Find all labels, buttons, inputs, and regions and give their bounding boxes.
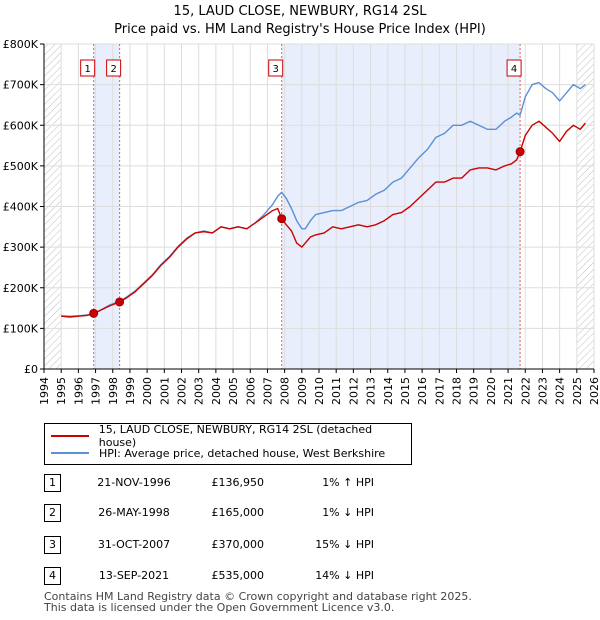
x-tick-label: 2004 xyxy=(210,377,223,405)
transaction-hpi: 1% ↓ HPI xyxy=(322,506,374,519)
y-tick-label: £0 xyxy=(24,363,38,376)
transaction-hpi: 15% ↓ HPI xyxy=(315,538,374,551)
y-tick-label: £700K xyxy=(3,79,39,92)
chart-title: 15, LAUD CLOSE, NEWBURY, RG14 2SL xyxy=(173,4,427,19)
x-tick-label: 1998 xyxy=(107,377,120,405)
table-row: 2 26-MAY-1998 £165,000 1% ↓ HPI xyxy=(44,504,444,522)
legend: 15, LAUD CLOSE, NEWBURY, RG14 2SL (detac… xyxy=(44,423,412,465)
x-tick-label: 2006 xyxy=(244,377,257,405)
x-tick-label: 2011 xyxy=(330,377,343,405)
x-tick-label: 2020 xyxy=(485,377,498,405)
table-row: 4 13-SEP-2021 £535,000 14% ↓ HPI xyxy=(44,567,444,585)
x-tick-label: 2025 xyxy=(571,377,584,405)
sale-label-text: 2 xyxy=(110,64,116,75)
x-tick-label: 2008 xyxy=(279,377,292,405)
x-tick-label: 2017 xyxy=(433,377,446,405)
sale-label-text: 3 xyxy=(273,64,279,75)
y-tick-label: £200K xyxy=(3,282,39,295)
x-tick-label: 2019 xyxy=(468,377,481,405)
y-tick-label: £600K xyxy=(3,119,39,132)
y-tick-label: £300K xyxy=(3,241,39,254)
footer-line-1: Contains HM Land Registry data © Crown c… xyxy=(44,590,472,603)
x-tick-label: 2001 xyxy=(158,377,171,405)
transaction-number: 2 xyxy=(44,504,61,522)
sale-label-box xyxy=(106,59,122,77)
transaction-price: £535,000 xyxy=(211,569,265,582)
x-tick-label: 2023 xyxy=(536,377,549,405)
x-tick-label: 2007 xyxy=(261,377,274,405)
x-tick-label: 2016 xyxy=(416,377,429,405)
transaction-date: 31-OCT-2007 xyxy=(97,538,171,551)
x-tick-label: 2014 xyxy=(382,377,395,405)
sale-point xyxy=(277,214,287,224)
chart-subtitle: Price paid vs. HM Land Registry's House … xyxy=(114,22,486,37)
x-tick-label: 1995 xyxy=(55,377,68,405)
y-tick-label: £800K xyxy=(3,38,39,51)
x-tick-label: 2021 xyxy=(502,377,515,405)
transaction-hpi: 1% ↑ HPI xyxy=(322,476,374,489)
legend-item-property: 15, LAUD CLOSE, NEWBURY, RG14 2SL (detac… xyxy=(51,423,411,449)
property-series-line xyxy=(61,120,586,318)
x-tick-label: 2013 xyxy=(365,377,378,405)
x-tick-label: 2010 xyxy=(313,377,326,405)
chart-title-block: 15, LAUD CLOSE, NEWBURY, RG14 2SL Price … xyxy=(0,3,600,39)
transaction-date: 26-MAY-1998 xyxy=(98,506,170,519)
x-tick-label: 2000 xyxy=(141,377,154,405)
footer-line-2: This data is licensed under the Open Gov… xyxy=(44,601,395,614)
x-tick-label: 2015 xyxy=(399,377,412,405)
sale-label-box xyxy=(80,59,96,77)
x-tick-label: 1999 xyxy=(124,377,137,405)
x-tick-label: 2009 xyxy=(296,377,309,405)
sale-point xyxy=(115,297,125,307)
sale-label-box xyxy=(506,59,522,77)
legend-label-hpi: HPI: Average price, detached house, West… xyxy=(99,446,386,460)
sale-label-box xyxy=(268,59,284,77)
x-tick-label: 2012 xyxy=(347,377,360,405)
table-row: 1 21-NOV-1996 £136,950 1% ↑ HPI xyxy=(44,474,444,492)
x-tick-label: 2018 xyxy=(451,377,464,405)
transaction-price: £165,000 xyxy=(211,506,265,519)
x-tick-label: 1997 xyxy=(90,377,103,405)
table-row: 3 31-OCT-2007 £370,000 15% ↓ HPI xyxy=(44,536,444,554)
transaction-number: 1 xyxy=(44,474,61,492)
legend-swatch-hpi xyxy=(51,452,89,454)
x-tick-label: 2002 xyxy=(176,377,189,405)
legend-swatch-property xyxy=(51,435,89,437)
transaction-date: 21-NOV-1996 xyxy=(97,476,171,489)
y-tick-label: £100K xyxy=(3,322,39,335)
sale-label-text: 1 xyxy=(84,64,90,75)
footer-attribution: Contains HM Land Registry data © Crown c… xyxy=(44,591,472,613)
x-tick-label: 2005 xyxy=(227,377,240,405)
transaction-price: £136,950 xyxy=(211,476,265,489)
sale-label-text: 4 xyxy=(511,64,517,75)
transaction-price: £370,000 xyxy=(211,538,265,551)
x-tick-label: 2024 xyxy=(554,377,567,405)
x-tick-label: 2003 xyxy=(193,377,206,405)
x-tick-label: 2022 xyxy=(519,377,532,405)
x-tick-label: 1994 xyxy=(38,377,51,405)
legend-label-property: 15, LAUD CLOSE, NEWBURY, RG14 2SL (detac… xyxy=(98,423,373,449)
x-tick-label: 2026 xyxy=(588,377,600,405)
sale-point xyxy=(89,308,99,318)
transaction-date: 13-SEP-2021 xyxy=(98,569,170,582)
legend-item-hpi: HPI: Average price, detached house, West… xyxy=(51,445,385,461)
y-tick-label: £400K xyxy=(3,201,39,214)
transaction-number: 4 xyxy=(44,567,61,585)
y-tick-label: £500K xyxy=(3,160,39,173)
transaction-hpi: 14% ↓ HPI xyxy=(315,569,374,582)
price-chart: 1 2 3 4 £0 £100K £200K £300K £400K £500K £600K £70… xyxy=(3,38,600,405)
sale-point xyxy=(515,147,525,157)
x-tick-label: 1996 xyxy=(72,377,85,405)
transaction-number: 3 xyxy=(44,536,61,554)
